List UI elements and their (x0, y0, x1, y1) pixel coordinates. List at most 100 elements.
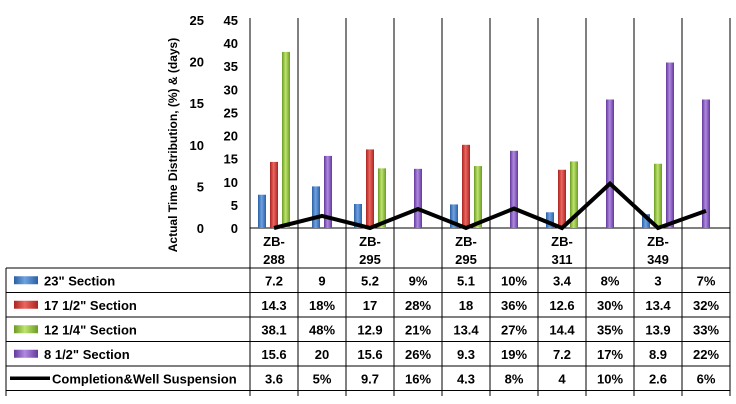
table-cell: 15.6 (261, 347, 286, 362)
bar-3-3 (414, 168, 422, 228)
bar-0-4 (450, 204, 458, 228)
table-cell: 22% (693, 347, 719, 362)
table-cell: 4 (558, 371, 566, 386)
table-cell: 8% (505, 371, 524, 386)
table-cell: 14.4 (549, 322, 575, 337)
y-tick-inner: 10 (190, 138, 204, 153)
legend-swatch-2 (14, 325, 38, 334)
category-label: 295 (359, 252, 381, 267)
bar-0-2 (354, 203, 362, 228)
table-cell: 16% (405, 371, 431, 386)
category-label: ZB- (647, 234, 669, 249)
bar-3-1 (324, 155, 332, 228)
y-tick-inner: 0 (197, 221, 204, 236)
category-label: 349 (647, 252, 669, 267)
y-tick-outer: 15 (224, 152, 238, 167)
bar-1-4 (462, 144, 470, 228)
bar-0-1 (312, 186, 320, 228)
y-tick-inner: 5 (197, 179, 204, 194)
bar-2-0 (282, 51, 290, 228)
bar-3-5 (510, 150, 518, 228)
table-cell: 13.4 (453, 322, 479, 337)
table-cell: 5.1 (457, 273, 475, 288)
bar-0-6 (546, 212, 554, 228)
table-cell: 8.9 (649, 347, 667, 362)
table-cell: 15.6 (357, 347, 382, 362)
table-cell: 6% (697, 371, 716, 386)
y-tick-inner: 15 (190, 96, 204, 111)
bar-3-8 (666, 62, 674, 228)
y-tick-inner: 25 (190, 13, 204, 28)
y-tick-outer: 30 (224, 82, 238, 97)
table-cell: 12.9 (357, 322, 382, 337)
table-cell: 13.4 (645, 298, 671, 313)
category-label: 295 (455, 252, 477, 267)
table-cell: 10% (597, 371, 623, 386)
table-cell: 27% (501, 322, 527, 337)
category-label: ZB- (359, 234, 381, 249)
table-cell: 33% (693, 322, 719, 337)
table-cell: 48% (309, 322, 335, 337)
completion-line (273, 180, 707, 231)
y-tick-outer: 10 (224, 175, 238, 190)
table-cell: 2.6 (649, 371, 667, 386)
table-cell: 7.2 (265, 273, 283, 288)
table-cell: 19% (501, 347, 527, 362)
y-tick-inner: 20 (190, 55, 204, 70)
table-cell: 9 (318, 273, 325, 288)
table-cell: 26% (405, 347, 431, 362)
bar-0-0 (258, 194, 266, 228)
bar-2-4 (474, 166, 482, 228)
table-cell: 10% (501, 273, 527, 288)
table-cell: 5.2 (361, 273, 379, 288)
y-axis-title: Actual Time Distribution, (%) & (days) (166, 38, 180, 252)
y-tick-outer: 35 (224, 59, 238, 74)
table-cell: 20 (315, 347, 329, 362)
legend-swatch-3 (14, 349, 38, 358)
table-cell: 8% (601, 273, 620, 288)
table-cell: 35% (597, 322, 623, 337)
bar-0-8 (642, 214, 650, 228)
y-tick-outer: 5 (231, 198, 238, 213)
category-label: ZB- (455, 234, 477, 249)
table-cell: 7% (697, 273, 716, 288)
table-cell: 38.1 (261, 322, 286, 337)
table-cell: 4.3 (457, 371, 475, 386)
table-cell: 14.3 (261, 298, 286, 313)
table-cell: 5% (313, 371, 332, 386)
legend-swatch-0 (14, 276, 38, 285)
bar-1-6 (558, 169, 566, 228)
table-cell: 30% (597, 298, 623, 313)
table-cell: 18 (459, 298, 473, 313)
table-cell: 9% (409, 273, 428, 288)
bar-3-7 (606, 99, 614, 228)
bar-2-2 (378, 168, 386, 228)
table-cell: 21% (405, 322, 431, 337)
table-cell: 32% (693, 298, 719, 313)
table-cell: 17% (597, 347, 623, 362)
table-cell: 9.7 (361, 371, 379, 386)
y-tick-outer: 40 (224, 36, 238, 51)
row-label-4: Completion&Well Suspension (52, 371, 237, 386)
bar-2-6 (570, 161, 578, 228)
y-tick-outer: 20 (224, 129, 238, 144)
y-tick-outer: 0 (231, 221, 238, 236)
y-tick-outer: 45 (224, 13, 238, 28)
table-cell: 18% (309, 298, 335, 313)
category-label: ZB- (551, 234, 573, 249)
bar-3-9 (702, 99, 710, 228)
table-cell: 7.2 (553, 347, 571, 362)
bar-1-2 (366, 149, 374, 228)
table-cell: 36% (501, 298, 527, 313)
table-cell: 17 (363, 298, 377, 313)
row-label-1: 17 1/2" Section (44, 298, 137, 313)
row-label-0: 23" Section (44, 273, 115, 288)
row-label-2: 12 1/4" Section (44, 322, 137, 337)
table-cell: 28% (405, 298, 431, 313)
y-tick-outer: 25 (224, 105, 238, 120)
bar-2-8 (654, 163, 662, 228)
category-label: 288 (263, 252, 285, 267)
table-cell: 13.9 (645, 322, 670, 337)
table-cell: 12.6 (549, 298, 574, 313)
